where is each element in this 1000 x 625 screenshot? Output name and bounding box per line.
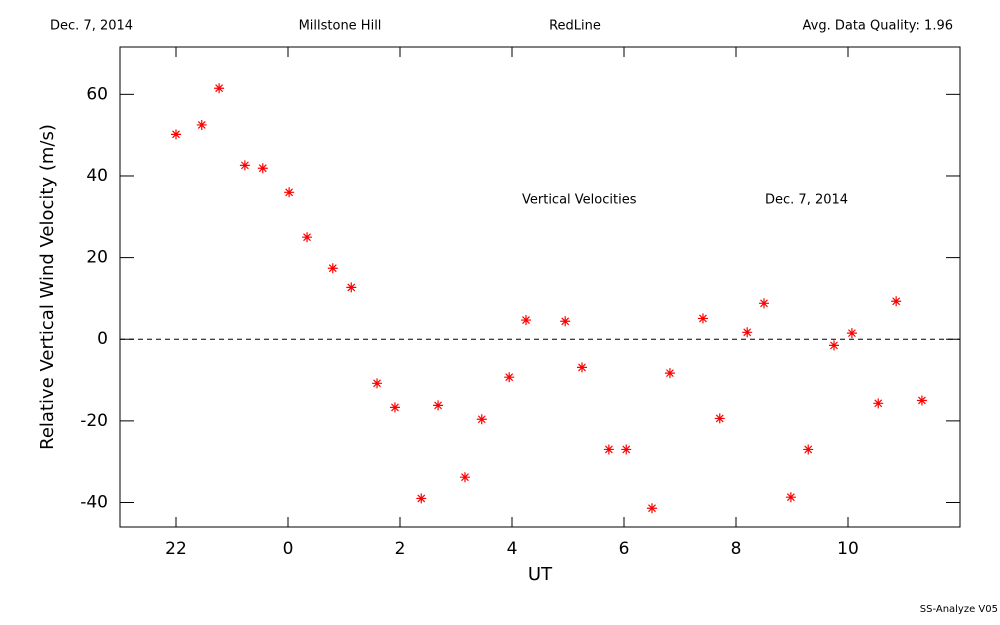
header-site: Millstone Hill [299,19,382,34]
data-point [171,129,181,140]
data-point [433,400,444,411]
header-quality: Avg. Data Quality: 1.96 [803,19,953,34]
data-point [346,282,357,293]
header-date: Dec. 7, 2014 [50,19,133,34]
annotation: Vertical Velocities [522,193,637,208]
data-point [697,313,708,324]
footer: SS-Analyze V05 [920,604,998,615]
data-point [284,187,295,198]
y-tick-label: 0 [97,329,108,349]
x-tick-label: 22 [165,539,187,559]
header-line: RedLine [549,19,601,34]
data-point [521,315,531,326]
data-point [785,492,796,503]
data-point [891,296,902,307]
x-axis-label: UT [528,564,553,585]
x-tick-label: 8 [731,539,742,559]
data-point [803,444,814,455]
data-point [239,160,250,171]
data-point [257,163,268,174]
data-point [647,503,657,514]
data-point [603,444,614,455]
data-point [916,395,927,406]
x-tick-label: 10 [837,539,859,559]
data-point [389,402,400,413]
data-point [416,493,427,504]
x-tick-label: 4 [507,539,518,559]
y-tick-label: -40 [80,493,108,513]
data-point [196,119,207,130]
data-point [327,263,338,274]
data-point [846,328,857,339]
data-point [459,472,470,483]
data-point [714,413,725,424]
data-point [742,327,753,338]
x-tick-label: 0 [283,539,294,559]
data-point [829,340,839,351]
x-tick-label: 6 [619,539,630,559]
y-tick-label: 40 [86,166,108,186]
data-point [873,398,884,409]
data-point [560,316,571,327]
data-point [214,83,225,94]
y-axis-label: Relative Vertical Wind Velocity (m/s) [37,124,58,450]
data-point [504,372,515,383]
data-point [372,378,383,389]
y-tick-label: 20 [86,248,108,268]
data-point [664,368,675,379]
data-point [577,362,587,373]
data-point [759,298,769,309]
annotation: Dec. 7, 2014 [765,193,848,208]
plot-frame [119,46,961,528]
data-point [621,444,632,455]
y-tick-label: -20 [80,411,108,431]
x-tick-label: 2 [395,539,406,559]
y-tick-label: 60 [86,84,108,104]
data-point [476,414,487,425]
data-point [302,232,313,243]
